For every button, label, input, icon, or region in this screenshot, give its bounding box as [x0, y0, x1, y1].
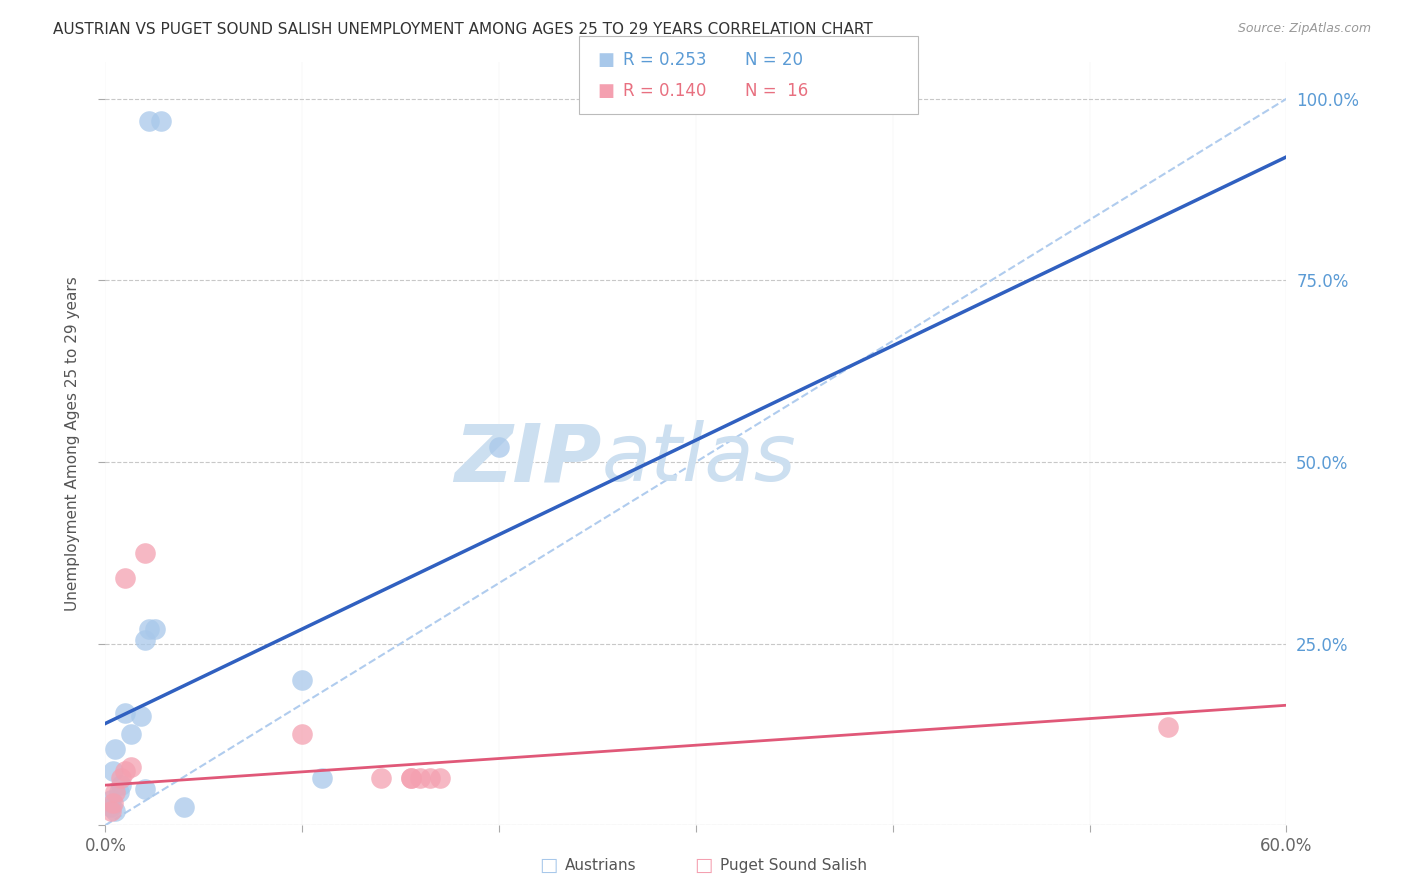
- Point: [114, 706, 136, 720]
- Point: [291, 727, 314, 741]
- Text: atlas: atlas: [602, 420, 796, 498]
- Point: [370, 771, 392, 785]
- Text: R = 0.253: R = 0.253: [623, 52, 706, 70]
- Point: [114, 764, 136, 778]
- Text: Source: ZipAtlas.com: Source: ZipAtlas.com: [1237, 22, 1371, 36]
- Point: [1157, 720, 1180, 734]
- Point: [110, 778, 132, 792]
- Point: [134, 546, 156, 560]
- Point: [138, 113, 160, 128]
- Text: R = 0.140: R = 0.140: [623, 82, 706, 100]
- Point: [104, 742, 127, 756]
- Text: N =  16: N = 16: [745, 82, 808, 100]
- Text: N = 20: N = 20: [745, 52, 803, 70]
- Point: [149, 113, 172, 128]
- Point: [419, 771, 441, 785]
- Point: [399, 771, 422, 785]
- Point: [104, 804, 127, 818]
- Text: ZIP: ZIP: [454, 420, 602, 498]
- Point: [120, 727, 142, 741]
- Point: [399, 771, 422, 785]
- Point: [409, 771, 432, 785]
- Point: [100, 800, 122, 814]
- Text: ■: ■: [598, 82, 614, 100]
- Point: [138, 622, 160, 636]
- Point: [100, 804, 122, 818]
- Point: [429, 771, 451, 785]
- Text: AUSTRIAN VS PUGET SOUND SALISH UNEMPLOYMENT AMONG AGES 25 TO 29 YEARS CORRELATIO: AUSTRIAN VS PUGET SOUND SALISH UNEMPLOYM…: [53, 22, 873, 37]
- Y-axis label: Unemployment Among Ages 25 to 29 years: Unemployment Among Ages 25 to 29 years: [65, 277, 80, 611]
- Point: [103, 797, 125, 811]
- Point: [108, 785, 131, 799]
- Point: [104, 785, 127, 799]
- Point: [488, 441, 510, 455]
- Point: [129, 709, 152, 723]
- Point: [134, 781, 156, 796]
- Point: [114, 571, 136, 585]
- Text: Puget Sound Salish: Puget Sound Salish: [720, 858, 868, 872]
- Point: [134, 632, 156, 647]
- Text: □: □: [693, 855, 713, 875]
- Point: [291, 673, 314, 687]
- Point: [173, 800, 195, 814]
- Point: [311, 771, 333, 785]
- Point: [103, 764, 125, 778]
- Point: [120, 760, 142, 774]
- Point: [110, 771, 132, 785]
- Text: Austrians: Austrians: [565, 858, 637, 872]
- Text: ■: ■: [598, 52, 614, 70]
- Text: □: □: [538, 855, 558, 875]
- Point: [100, 793, 122, 807]
- Point: [143, 622, 166, 636]
